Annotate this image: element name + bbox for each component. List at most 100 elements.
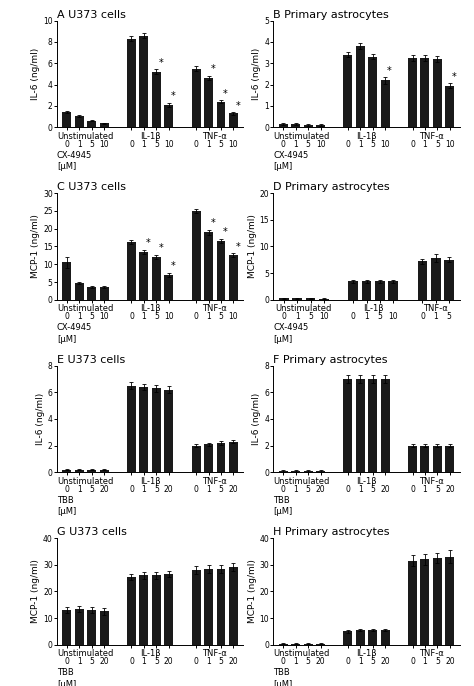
Bar	[381, 80, 390, 128]
Text: 0: 0	[410, 657, 415, 666]
Bar	[204, 78, 213, 128]
Bar	[127, 386, 136, 473]
Bar	[368, 379, 377, 473]
Bar	[356, 379, 365, 473]
Bar	[408, 446, 417, 473]
Text: 5: 5	[370, 657, 375, 666]
Text: 5: 5	[219, 657, 223, 666]
Y-axis label: MCP-1 (ng/ml): MCP-1 (ng/ml)	[31, 560, 40, 624]
Text: 5: 5	[154, 312, 159, 321]
Bar	[388, 281, 398, 300]
Y-axis label: MCP-1 (ng/ml): MCP-1 (ng/ml)	[31, 215, 40, 279]
Text: *: *	[452, 71, 456, 82]
Text: C U373 cells: C U373 cells	[57, 182, 126, 192]
Text: 5: 5	[435, 657, 440, 666]
Text: 5: 5	[306, 657, 310, 666]
Bar	[319, 298, 328, 300]
Text: 1: 1	[364, 312, 369, 321]
Text: 0: 0	[194, 657, 199, 666]
Text: 10: 10	[319, 312, 328, 321]
Text: 10: 10	[316, 140, 325, 149]
Text: *: *	[158, 58, 163, 67]
Bar	[229, 255, 238, 300]
Text: 1: 1	[295, 312, 300, 321]
Bar	[362, 281, 371, 300]
Text: TNF-α: TNF-α	[202, 132, 227, 141]
Text: Unstimulated: Unstimulated	[57, 304, 114, 313]
Y-axis label: IL-6 (ng/ml): IL-6 (ng/ml)	[253, 393, 262, 445]
Text: 0: 0	[420, 312, 425, 321]
Bar	[446, 86, 454, 128]
Text: 20: 20	[445, 485, 455, 494]
Text: TBB: TBB	[273, 496, 290, 505]
Text: 20: 20	[445, 657, 455, 666]
Text: 1: 1	[142, 140, 146, 149]
Text: TNF-α: TNF-α	[419, 132, 444, 141]
Bar	[418, 261, 427, 300]
Bar	[191, 211, 201, 300]
Bar	[63, 610, 71, 645]
Bar	[204, 445, 213, 473]
Text: 0: 0	[129, 657, 134, 666]
Text: 1: 1	[423, 485, 428, 494]
Text: *: *	[158, 244, 163, 253]
Bar	[217, 241, 226, 300]
Text: 20: 20	[228, 657, 238, 666]
Text: E U373 cells: E U373 cells	[57, 355, 125, 365]
Bar	[164, 105, 173, 128]
Bar	[420, 559, 429, 645]
Text: *: *	[171, 91, 175, 102]
Text: TBB: TBB	[273, 668, 290, 678]
Text: 1: 1	[206, 657, 211, 666]
Text: 0: 0	[281, 485, 286, 494]
Bar	[164, 390, 173, 473]
Bar	[229, 113, 238, 128]
Bar	[217, 443, 226, 473]
Bar	[381, 379, 390, 473]
Text: 10: 10	[445, 140, 455, 149]
Text: Unstimulated: Unstimulated	[57, 649, 114, 658]
Text: D Primary astrocytes: D Primary astrocytes	[273, 182, 390, 192]
Bar	[316, 643, 325, 645]
Text: 1: 1	[293, 140, 298, 149]
Text: IL-1β: IL-1β	[356, 649, 377, 658]
Bar	[204, 233, 213, 300]
Y-axis label: MCP-1 (ng/ml): MCP-1 (ng/ml)	[247, 560, 256, 624]
Y-axis label: MCP-1 (ng/ml): MCP-1 (ng/ml)	[248, 215, 257, 279]
Text: 0: 0	[194, 485, 199, 494]
Bar	[152, 257, 161, 300]
Text: 20: 20	[164, 657, 173, 666]
Text: *: *	[223, 88, 228, 99]
Text: [μM]: [μM]	[273, 335, 292, 344]
Text: 0: 0	[346, 657, 350, 666]
Text: [μM]: [μM]	[57, 162, 76, 171]
Text: IL-1β: IL-1β	[356, 477, 377, 486]
Bar	[292, 298, 302, 300]
Text: *: *	[146, 238, 151, 248]
Text: 20: 20	[100, 657, 109, 666]
Text: [μM]: [μM]	[273, 680, 292, 686]
Y-axis label: IL-6 (ng/ml): IL-6 (ng/ml)	[253, 48, 262, 100]
Text: [μM]: [μM]	[273, 162, 292, 171]
Bar	[279, 643, 288, 645]
Text: Unstimulated: Unstimulated	[273, 477, 330, 486]
Bar	[433, 558, 442, 645]
Text: 10: 10	[228, 312, 238, 321]
Text: 0: 0	[351, 312, 356, 321]
Text: [μM]: [μM]	[57, 335, 76, 344]
Text: 5: 5	[306, 485, 310, 494]
Text: 0: 0	[64, 312, 69, 321]
Bar	[139, 252, 148, 300]
Bar	[356, 46, 365, 128]
Text: 10: 10	[388, 312, 398, 321]
Y-axis label: IL-6 (ng/ml): IL-6 (ng/ml)	[31, 48, 40, 100]
Bar	[139, 36, 148, 128]
Text: 5: 5	[447, 312, 452, 321]
Text: 5: 5	[306, 140, 310, 149]
Bar	[75, 470, 84, 473]
Bar	[139, 576, 148, 645]
Bar	[343, 55, 352, 128]
Text: 5: 5	[370, 485, 375, 494]
Text: TBB: TBB	[57, 496, 73, 505]
Text: 10: 10	[164, 140, 173, 149]
